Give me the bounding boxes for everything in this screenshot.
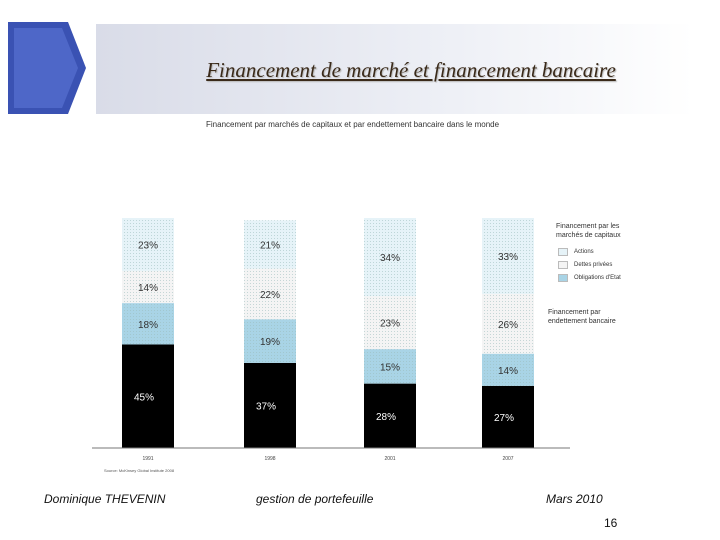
bar-texture-2001-actions (364, 218, 416, 297)
bar-2001-credit (364, 383, 416, 448)
bar-texture-2001-dettes-privees (364, 296, 416, 350)
data-label-2007-credit: 27% (494, 413, 514, 424)
legend-item-obligations-etat: Obligations d'Etat (558, 274, 621, 282)
chart-source-note: Source: McKinsey Global Institute 2008 (104, 468, 175, 473)
bar-texture-1998-dettes-privees (244, 268, 296, 320)
legend-item-dettes-privees: Dettes privées (558, 261, 612, 269)
legend-swatch-dettes-privees (558, 261, 568, 269)
data-label-1998-dettes-privees: 22% (260, 290, 280, 301)
legend-swatch-obligations-etat (558, 274, 568, 282)
chart-caption: Financement par marchés de capitaux et p… (206, 120, 500, 129)
data-label-1998-actions: 21% (260, 240, 280, 251)
data-label-2001-obligations-etat: 15% (380, 362, 400, 373)
data-label-2001-credit: 28% (376, 412, 396, 423)
arrow-shape-highlight (14, 28, 78, 108)
data-label-2007-obligations-etat: 14% (498, 366, 518, 377)
footer-course: gestion de portefeuille (256, 492, 374, 506)
bar-texture-1991-actions (122, 218, 174, 271)
data-label-1998-obligations-etat: 19% (260, 337, 280, 348)
data-label-2007-dettes-privees: 26% (498, 320, 518, 331)
data-label-1998-credit: 37% (256, 401, 276, 412)
legend-label-obligations-etat: Obligations d'Etat (574, 275, 621, 281)
bar-texture-2007-actions (482, 218, 534, 294)
legend-item-actions: Actions (558, 248, 594, 256)
arrow-decoration-icon (8, 22, 86, 114)
data-label-1991-obligations-etat: 18% (138, 320, 158, 331)
legend-bank-title: Financement par endettement bancaire (548, 309, 616, 325)
x-tick-label-2007: 2007 (502, 456, 513, 462)
x-tick-label-1998: 1998 (264, 456, 275, 462)
legend-label-actions: Actions (574, 249, 594, 255)
bar-texture-1991-obligations-etat (122, 303, 174, 345)
footer-author: Dominique THEVENIN (44, 492, 166, 506)
data-label-1991-credit: 45% (134, 392, 154, 403)
bar-texture-1991-dettes-privees (122, 270, 174, 304)
header-band (96, 24, 694, 114)
bar-texture-1998-actions (244, 220, 296, 269)
footer-date: Mars 2010 (546, 492, 603, 506)
data-label-2007-actions: 33% (498, 252, 518, 263)
legend-swatch-actions (558, 248, 568, 256)
bar-texture-2001-obligations-etat (364, 349, 416, 384)
bar-texture-2007-obligations-etat (482, 353, 534, 386)
legend-label-dettes-privees: Dettes privées (574, 262, 613, 268)
bar-texture-1998-obligations-etat (244, 319, 296, 363)
data-label-1991-dettes-privees: 14% (138, 283, 158, 294)
slide-title: Financement de marché et financement ban… (206, 58, 616, 82)
x-tick-label-2001: 2001 (384, 456, 395, 462)
bar-2007-credit (482, 385, 534, 448)
bar-1991-credit (122, 344, 174, 448)
x-tick-label-1991: 1991 (142, 456, 153, 462)
page-number: 16 (604, 516, 618, 530)
data-label-2001-actions: 34% (380, 253, 400, 264)
bar-1998-credit (244, 362, 296, 448)
data-label-1991-actions: 23% (138, 240, 158, 251)
legend-market-title: Financement par les marchés de capitaux (556, 223, 621, 239)
data-label-2001-dettes-privees: 23% (380, 319, 400, 330)
bar-texture-2007-dettes-privees (482, 293, 534, 354)
